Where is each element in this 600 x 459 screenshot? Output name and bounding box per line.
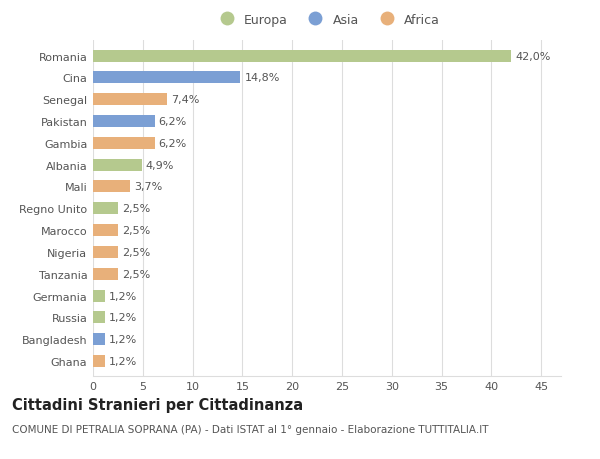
Text: 4,9%: 4,9% [146,160,174,170]
Text: 3,7%: 3,7% [134,182,162,192]
Bar [93,268,118,280]
Text: 6,2%: 6,2% [159,117,187,127]
Bar [93,290,105,302]
Bar [93,50,511,62]
Text: 1,2%: 1,2% [109,335,137,344]
Bar [93,355,105,367]
Bar [93,203,118,215]
Bar [93,73,241,84]
Bar [93,159,142,171]
Bar [93,224,118,236]
Text: 2,5%: 2,5% [122,204,150,214]
Text: 6,2%: 6,2% [159,139,187,149]
Text: 14,8%: 14,8% [244,73,280,83]
Text: 2,5%: 2,5% [122,226,150,235]
Text: 7,4%: 7,4% [170,95,199,105]
Text: 1,2%: 1,2% [109,291,137,301]
Text: 1,2%: 1,2% [109,313,137,323]
Bar [93,333,105,345]
Bar [93,312,105,324]
Text: 2,5%: 2,5% [122,247,150,257]
Bar [93,181,130,193]
Text: Cittadini Stranieri per Cittadinanza: Cittadini Stranieri per Cittadinanza [12,397,303,412]
Text: 1,2%: 1,2% [109,356,137,366]
Text: COMUNE DI PETRALIA SOPRANA (PA) - Dati ISTAT al 1° gennaio - Elaborazione TUTTIT: COMUNE DI PETRALIA SOPRANA (PA) - Dati I… [12,425,488,435]
Bar [93,116,155,128]
Bar [93,94,167,106]
Text: 42,0%: 42,0% [515,51,551,62]
Bar [93,138,155,150]
Legend: Europa, Asia, Africa: Europa, Asia, Africa [209,9,445,32]
Bar [93,246,118,258]
Text: 2,5%: 2,5% [122,269,150,279]
